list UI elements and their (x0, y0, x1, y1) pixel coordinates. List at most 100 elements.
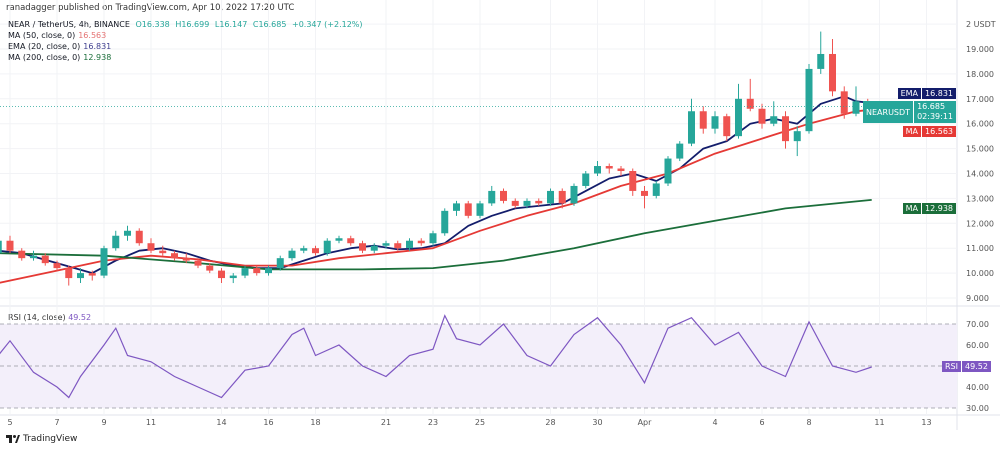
ma200-value: 12.938 (83, 53, 112, 62)
candle-body (500, 190, 507, 201)
ema-tag-value: 16.831 (922, 88, 956, 99)
candle-body (417, 240, 425, 244)
ma200-tag: MA 12.938 (902, 203, 956, 214)
price-tag-value: 16.685 (917, 102, 946, 111)
candle-body (253, 268, 261, 274)
ema20-value: 16.831 (83, 42, 112, 51)
candle-body (147, 243, 155, 251)
candle-body (429, 233, 437, 244)
time-tick-label: 13 (921, 418, 931, 427)
candle-body (535, 200, 543, 204)
candle-body (558, 190, 566, 204)
candle-body (218, 270, 225, 279)
time-tick-label: 11 (146, 418, 156, 427)
time-tick-label: 11 (874, 418, 884, 427)
rsi-tick-label: 60.00 (966, 341, 989, 350)
candle-body (840, 91, 848, 114)
open-value: O16.338 (135, 20, 170, 29)
rsi-tick-label: 70.00 (966, 320, 989, 329)
candle-body (171, 253, 178, 259)
ma50-row[interactable]: MA (50, close, 0) 16.563 (8, 30, 366, 41)
ema20-row[interactable]: EMA (20, close, 0) 16.831 (8, 41, 366, 52)
ma50-line (0, 108, 872, 284)
time-tick-label: 7 (54, 418, 59, 427)
ma200-row[interactable]: MA (200, close, 0) 12.938 (8, 52, 366, 63)
ma50-label: MA (50, close, 0) (8, 31, 76, 40)
candle-body (100, 248, 108, 276)
candle-body (676, 143, 684, 159)
candle-body (641, 190, 648, 196)
candle-body (359, 243, 366, 251)
candle-body (53, 263, 61, 269)
time-tick-label: 14 (216, 418, 226, 427)
ma200-label: MA (200, close, 0) (8, 53, 81, 62)
price-tick-label: 2 USDT (966, 20, 996, 29)
candle-body (758, 108, 766, 124)
candle-body (735, 98, 742, 137)
time-tick-label: 8 (806, 418, 811, 427)
candle-body (229, 275, 237, 279)
candle-body (688, 111, 695, 144)
tradingview-logo[interactable]: TradingView (6, 434, 77, 444)
candle-body (464, 203, 472, 216)
time-tick-label: 5 (7, 418, 12, 427)
time-tick-label: 25 (475, 418, 485, 427)
candle-body (265, 268, 272, 274)
candle-body (312, 248, 319, 254)
candle-body (124, 230, 131, 236)
candle-body (746, 98, 754, 109)
price-countdown: 02:39:11 (917, 112, 953, 121)
candle-body (6, 240, 14, 251)
ma50-tag-value: 16.563 (922, 126, 956, 137)
candle-body (288, 250, 296, 259)
candle-body (652, 183, 660, 196)
candle-body (88, 273, 96, 276)
candle-body (241, 268, 249, 276)
candle-body (77, 273, 84, 279)
high-value: H16.699 (175, 20, 210, 29)
price-tag-row: NEARUSDT 16.685 02:39:11 (863, 101, 956, 123)
candle-body (65, 268, 73, 279)
price-tick-label: 9.000 (966, 294, 989, 303)
candle-body (112, 235, 120, 249)
publish-info: ranadagger published on TradingView.com,… (6, 3, 295, 13)
candle-body (488, 190, 496, 204)
candle-body (441, 210, 449, 234)
candle-body (523, 200, 531, 206)
candle-body (805, 68, 813, 132)
ma200-tag-name: MA (902, 203, 921, 214)
candle-body (782, 116, 789, 142)
time-tick-label: 4 (712, 418, 717, 427)
candle-body (453, 203, 460, 211)
candle-body (159, 250, 167, 254)
ma50-value: 16.563 (78, 31, 107, 40)
rsi-legend[interactable]: RSI (14, close) 49.52 (8, 313, 91, 322)
candle-body (300, 248, 308, 251)
candle-body (570, 185, 578, 204)
candle-body (829, 53, 836, 92)
rsi-line (0, 314, 872, 399)
tradingview-logo-icon (6, 435, 20, 443)
candle-body (852, 101, 860, 114)
rsi-label: RSI (14, close) (8, 313, 66, 322)
rsi-value: 49.52 (68, 313, 92, 322)
candle-body (206, 265, 214, 271)
rsi-tick-label: 40.00 (966, 383, 989, 392)
candle-body (18, 250, 26, 259)
ma50-tag-name: MA (902, 126, 921, 137)
time-tick-label: 23 (428, 418, 438, 427)
time-tick-label: 28 (545, 418, 555, 427)
candle-body (605, 166, 613, 169)
rsi-tag: RSI 49.52 (942, 361, 991, 372)
candle-body (370, 245, 378, 251)
price-tick-label: 17.000 (966, 95, 994, 104)
symbol-row: NEAR / TetherUS, 4h, BINANCE O16.338 H16… (8, 19, 366, 30)
close-value: C16.685 (252, 20, 287, 29)
ma200-tag-value: 12.938 (922, 203, 956, 214)
candle-body (347, 238, 355, 244)
candle-body (723, 116, 731, 137)
candle-body (511, 200, 519, 206)
candle-body (770, 116, 778, 124)
symbol-label[interactable]: NEAR / TetherUS, 4h, BINANCE (8, 20, 130, 29)
